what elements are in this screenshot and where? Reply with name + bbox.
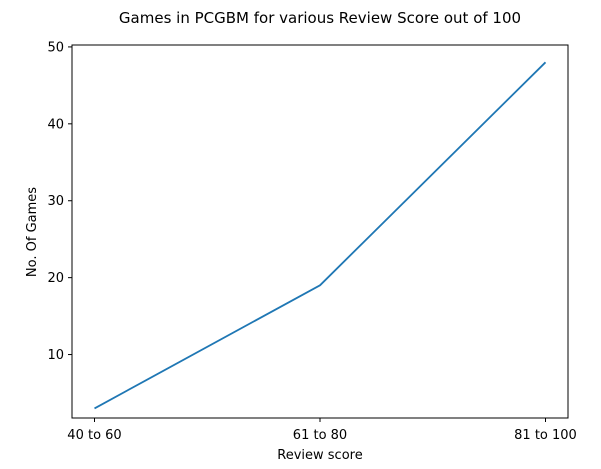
plot-frame bbox=[71, 44, 569, 419]
y-tick-label: 50 bbox=[47, 40, 64, 55]
y-tick-label: 20 bbox=[47, 271, 64, 286]
x-axis-ticks: 40 to 60 61 to 80 81 to 100 bbox=[67, 418, 577, 443]
y-axis-label: No. Of Games bbox=[25, 187, 40, 277]
x-tick-label: 81 to 100 bbox=[514, 428, 577, 443]
series-layer bbox=[94, 61, 547, 410]
y-tick-label: 10 bbox=[47, 348, 64, 363]
chart-title: Games in PCGBM for various Review Score … bbox=[119, 9, 521, 27]
x-axis-label: Review score bbox=[277, 448, 362, 463]
y-tick-label: 40 bbox=[47, 117, 64, 132]
x-tick-label: 61 to 80 bbox=[293, 428, 347, 443]
y-tick-label: 30 bbox=[47, 194, 64, 209]
series-line bbox=[94, 61, 547, 410]
x-tick-label: 40 to 60 bbox=[67, 428, 121, 443]
y-axis-ticks: 10 20 30 40 50 bbox=[47, 40, 72, 363]
